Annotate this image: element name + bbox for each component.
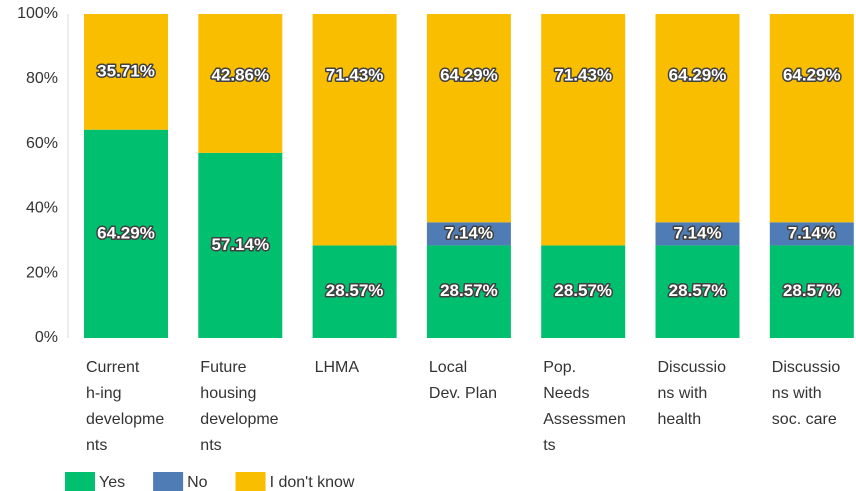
legend-label: Yes — [99, 474, 125, 491]
x-tick-label: health — [658, 411, 702, 428]
x-tick-label: developme — [86, 411, 164, 428]
legend-swatch — [65, 472, 95, 491]
x-tick-label: Assessmen — [543, 411, 626, 428]
y-tick-label: 0% — [35, 329, 58, 346]
x-tick-label: Future — [200, 359, 246, 376]
y-tick-label: 60% — [26, 135, 58, 152]
x-tick-label: LHMA — [315, 359, 360, 376]
bar-segment — [769, 14, 854, 223]
legend-label: I don't know — [270, 474, 355, 491]
bar-segment — [769, 222, 854, 246]
bar-segment — [312, 245, 397, 338]
x-tick-label: ts — [543, 437, 555, 454]
data-label: 7.14% — [788, 223, 836, 242]
x-tick-label: housing — [200, 385, 256, 402]
data-label: 7.14% — [445, 223, 493, 242]
bar-segment — [84, 129, 168, 338]
legend-swatch — [235, 472, 266, 491]
data-label: 64.29% — [97, 223, 155, 242]
x-tick-label: ns with — [772, 385, 822, 402]
data-label: 28.57% — [440, 281, 498, 300]
data-label: 57.14% — [211, 235, 269, 254]
x-tick-label: nts — [200, 437, 221, 454]
data-label: 35.71% — [97, 61, 155, 80]
x-tick-label: Current — [86, 359, 140, 376]
x-tick-label: soc. care — [772, 411, 837, 428]
bar-segment — [769, 245, 854, 338]
x-tick-label: h-ing — [86, 385, 122, 402]
bar-segment — [426, 245, 511, 338]
bar-segment — [655, 245, 740, 338]
bar-segment — [198, 152, 283, 338]
bar-segment — [84, 14, 168, 130]
y-tick-label: 80% — [26, 70, 58, 87]
x-tick-label: nts — [86, 437, 107, 454]
legend-label: No — [187, 474, 208, 491]
y-tick-label: 40% — [26, 200, 58, 217]
bar-segment — [541, 245, 626, 338]
bar-segment — [426, 222, 511, 246]
legend-swatch — [153, 472, 184, 491]
x-tick-label: Dev. Plan — [429, 385, 497, 402]
x-tick-label: Pop. — [543, 359, 576, 376]
x-tick-label: Discussio — [772, 359, 841, 376]
data-label: 28.57% — [554, 281, 612, 300]
data-label: 71.43% — [554, 65, 612, 84]
data-label: 64.29% — [783, 65, 841, 84]
bar-segment — [655, 14, 740, 223]
x-tick-label: developme — [200, 411, 278, 428]
data-label: 28.57% — [783, 281, 841, 300]
data-label: 7.14% — [673, 223, 721, 242]
bar-segment — [426, 14, 511, 223]
x-tick-label: Local — [429, 359, 467, 376]
data-label: 71.43% — [326, 65, 384, 84]
y-tick-label: 100% — [17, 5, 58, 22]
bar-segment — [312, 14, 397, 246]
y-tick-label: 20% — [26, 264, 58, 281]
x-tick-label: Discussio — [658, 359, 727, 376]
x-tick-label: Needs — [543, 385, 589, 402]
data-label: 64.29% — [669, 65, 727, 84]
bar-segment — [655, 222, 740, 246]
data-label: 28.57% — [669, 281, 727, 300]
x-tick-label: ns with — [658, 385, 708, 402]
data-label: 64.29% — [440, 65, 498, 84]
bar-segment — [198, 14, 283, 153]
bar-segment — [541, 14, 626, 246]
data-label: 42.86% — [211, 65, 269, 84]
data-label: 28.57% — [326, 281, 384, 300]
